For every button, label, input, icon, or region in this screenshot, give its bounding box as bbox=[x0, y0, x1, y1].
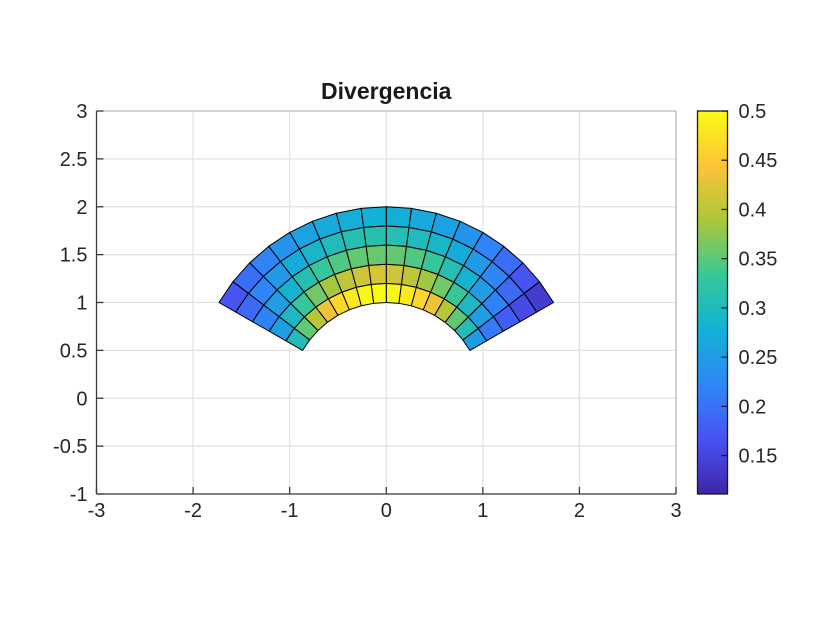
colorbar-tick-label: 0.5 bbox=[739, 101, 767, 123]
plot-title: Divergencia bbox=[321, 78, 452, 104]
mesh-cell bbox=[385, 244, 407, 266]
x-tick-labels: -3 -2 -1 0 1 2 3 bbox=[88, 500, 682, 522]
x-tick-label: 0 bbox=[381, 500, 392, 522]
colorbar-tick-marks bbox=[721, 110, 728, 457]
y-tick-label: 3 bbox=[76, 101, 87, 123]
colorbar-tick-label: 0.3 bbox=[739, 298, 767, 320]
colorbar-tick-label: 0.25 bbox=[739, 347, 778, 369]
mesh-cell bbox=[385, 282, 402, 304]
y-tick-label: 0 bbox=[76, 388, 87, 410]
y-tick-label: 0.5 bbox=[60, 340, 88, 362]
y-tick-label: 2.5 bbox=[60, 149, 88, 171]
mesh-cell bbox=[218, 281, 249, 313]
colorbar-tick-label: 0.45 bbox=[739, 150, 778, 172]
mesh-cell bbox=[385, 263, 405, 285]
colorbar-tick-label: 0.15 bbox=[739, 446, 778, 468]
mesh-cell bbox=[385, 225, 410, 247]
x-tick-label: 1 bbox=[477, 500, 488, 522]
mesh-cell bbox=[363, 225, 387, 247]
y-tick-label: 2 bbox=[76, 197, 87, 219]
colorbar: 0.5 0.45 0.4 0.35 0.3 0.25 0.2 0.15 bbox=[696, 101, 778, 495]
x-tick-label: -2 bbox=[184, 500, 202, 522]
mesh-cell bbox=[360, 206, 387, 228]
axis-tick-marks bbox=[95, 110, 677, 495]
mesh-cell bbox=[385, 206, 412, 228]
y-tick-label: 1 bbox=[76, 293, 87, 315]
x-tick-label: 2 bbox=[574, 500, 585, 522]
colorbar-tick-label: 0.35 bbox=[739, 249, 778, 271]
y-tick-label: -0.5 bbox=[53, 436, 87, 458]
x-tick-label: -3 bbox=[88, 500, 106, 522]
y-tick-label: -1 bbox=[70, 484, 88, 506]
x-tick-label: 3 bbox=[670, 500, 681, 522]
mesh-cell bbox=[365, 244, 387, 266]
colorbar-tick-labels: 0.5 0.45 0.4 0.35 0.3 0.25 0.2 0.15 bbox=[739, 101, 778, 468]
mesh-cell bbox=[368, 263, 387, 285]
y-tick-labels: -1 -0.5 0 0.5 1 1.5 2 2.5 3 bbox=[53, 101, 87, 506]
colorbar-tick-label: 0.2 bbox=[739, 396, 767, 418]
colorbar-gradient-bar bbox=[696, 110, 729, 495]
x-tick-label: -1 bbox=[281, 500, 299, 522]
colorbar-tick-label: 0.4 bbox=[739, 199, 767, 221]
y-tick-label: 1.5 bbox=[60, 245, 88, 267]
divergence-mesh bbox=[218, 206, 555, 351]
